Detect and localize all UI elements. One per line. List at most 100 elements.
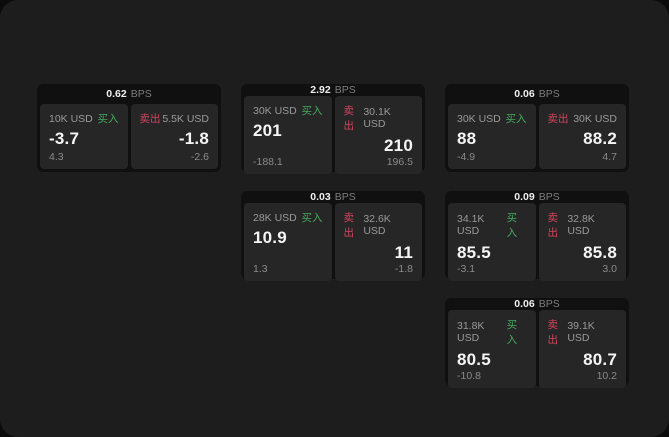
- sell-panel-top: 卖出 30K USD: [548, 111, 618, 126]
- bps-unit-label: BPS: [538, 88, 560, 100]
- buy-label[interactable]: 买入: [505, 113, 527, 125]
- sell-price: 11: [394, 243, 413, 262]
- sell-panel[interactable]: 卖出 5.5K USD -1.8 -2.6: [130, 104, 218, 169]
- buy-amount: 28K USD: [253, 211, 297, 224]
- buy-price: 201: [253, 121, 282, 140]
- spread-value: 0.06: [514, 298, 535, 310]
- sell-label[interactable]: 卖出: [343, 212, 355, 239]
- sell-price: 210: [384, 136, 413, 155]
- sell-sub-value: 196.5: [386, 156, 413, 168]
- buy-label[interactable]: 买入: [301, 105, 323, 117]
- buy-amount: 31.8K USD: [457, 320, 485, 344]
- bps-unit-label: BPS: [538, 298, 560, 310]
- sell-amount: 30.1K USD: [363, 106, 391, 130]
- bps-unit-label: BPS: [130, 88, 152, 100]
- buy-amount: 34.1K USD: [457, 213, 485, 237]
- sell-label[interactable]: 卖出: [547, 319, 559, 346]
- spread-value: 0.62: [106, 88, 127, 100]
- sell-amount: 39.1K USD: [567, 320, 595, 344]
- sell-panel-top: 卖出 32.6K USD: [344, 210, 414, 240]
- spread-header: 0.03 BPS: [241, 191, 425, 203]
- buy-label[interactable]: 买入: [97, 113, 119, 125]
- sell-price: 85.8: [583, 243, 617, 262]
- spread-header: 0.62 BPS: [37, 84, 221, 104]
- buy-panel[interactable]: 28K USD 买入 10.9 1.3: [244, 203, 332, 281]
- sell-panel[interactable]: 卖出 39.1K USD 80.7 10.2: [538, 310, 626, 388]
- buy-price: 88: [457, 129, 477, 148]
- buy-price: -3.7: [49, 129, 80, 148]
- buy-panel-top: 30K USD 买入: [253, 103, 323, 118]
- buy-sub-value: -10.8: [457, 370, 481, 382]
- spread-header: 0.06 BPS: [445, 84, 629, 104]
- buy-label[interactable]: 买入: [301, 212, 323, 224]
- buy-panel-top: 30K USD 买入: [457, 111, 527, 126]
- sell-amount: 32.8K USD: [567, 213, 595, 237]
- spread-header: 2.92 BPS: [241, 84, 425, 96]
- sell-sub-value: -2.6: [190, 151, 209, 163]
- buy-panel-top: 28K USD 买入: [253, 210, 323, 225]
- buy-sub-value: -3.1: [457, 263, 476, 275]
- sell-amount: 5.5K USD: [162, 112, 209, 125]
- spread-header: 0.06 BPS: [445, 298, 629, 310]
- buy-sub-value: -4.9: [457, 151, 476, 163]
- sell-panel-top: 卖出 32.8K USD: [548, 210, 618, 240]
- sell-price: -1.8: [178, 129, 209, 148]
- sell-panel-top: 卖出 39.1K USD: [548, 317, 618, 347]
- buy-panel-top: 10K USD 买入: [49, 111, 119, 126]
- sell-label[interactable]: 卖出: [547, 113, 569, 125]
- buy-amount: 30K USD: [253, 104, 297, 117]
- buy-panel[interactable]: 34.1K USD 买入 85.5 -3.1: [448, 203, 536, 281]
- sell-sub-value: 4.7: [602, 151, 617, 163]
- sell-panel-top: 卖出 5.5K USD: [140, 111, 210, 126]
- sell-amount: 30K USD: [573, 112, 617, 125]
- bps-unit-label: BPS: [334, 84, 356, 96]
- buy-amount: 30K USD: [457, 112, 501, 125]
- sell-price: 88.2: [583, 129, 617, 148]
- quote-card: 0.62 BPS 10K USD 买入 -3.7 4.3 卖出 5.5K USD…: [37, 84, 221, 172]
- sell-label[interactable]: 卖出: [343, 105, 355, 132]
- buy-panel[interactable]: 31.8K USD 买入 80.5 -10.8: [448, 310, 536, 388]
- sell-sub-value: 10.2: [596, 370, 617, 382]
- buy-panel[interactable]: 30K USD 买入 201 -188.1: [244, 96, 332, 174]
- buy-label[interactable]: 买入: [506, 212, 518, 239]
- quotes-grid: 0.62 BPS 10K USD 买入 -3.7 4.3 卖出 5.5K USD…: [37, 84, 669, 388]
- quote-card-body: 10K USD 买入 -3.7 4.3 卖出 5.5K USD -1.8 -2.…: [37, 104, 221, 172]
- buy-panel[interactable]: 10K USD 买入 -3.7 4.3: [40, 104, 128, 169]
- spread-value: 2.92: [310, 84, 331, 96]
- quote-card: 0.09 BPS 34.1K USD 买入 85.5 -3.1 卖出 32.8K…: [445, 191, 629, 281]
- sell-panel[interactable]: 卖出 32.8K USD 85.8 3.0: [538, 203, 626, 281]
- buy-sub-value: -188.1: [253, 156, 283, 168]
- buy-price: 85.5: [457, 243, 491, 262]
- spread-header: 0.09 BPS: [445, 191, 629, 203]
- buy-panel[interactable]: 30K USD 买入 88 -4.9: [448, 104, 536, 169]
- buy-sub-value: 4.3: [49, 151, 64, 163]
- buy-price: 80.5: [457, 350, 491, 369]
- buy-price: 10.9: [253, 228, 287, 247]
- buy-label[interactable]: 买入: [506, 319, 518, 346]
- spread-value: 0.03: [310, 191, 331, 203]
- sell-panel[interactable]: 卖出 30.1K USD 210 196.5: [334, 96, 422, 174]
- spread-value: 0.09: [514, 191, 535, 203]
- quote-card-body: 31.8K USD 买入 80.5 -10.8 卖出 39.1K USD 80.…: [445, 310, 629, 391]
- sell-panel[interactable]: 卖出 30K USD 88.2 4.7: [538, 104, 626, 169]
- sell-label[interactable]: 卖出: [139, 113, 161, 125]
- buy-panel-top: 31.8K USD 买入: [457, 317, 527, 347]
- sell-panel[interactable]: 卖出 32.6K USD 11 -1.8: [334, 203, 422, 281]
- sell-amount: 32.6K USD: [363, 213, 391, 237]
- bps-unit-label: BPS: [334, 191, 356, 203]
- bps-unit-label: BPS: [538, 191, 560, 203]
- sell-price: 80.7: [583, 350, 617, 369]
- quote-card-body: 30K USD 买入 201 -188.1 卖出 30.1K USD 210 1…: [241, 96, 425, 177]
- quote-card: 0.06 BPS 31.8K USD 买入 80.5 -10.8 卖出 39.1…: [445, 298, 629, 388]
- sell-sub-value: -1.8: [394, 263, 413, 275]
- sell-sub-value: 3.0: [602, 263, 617, 275]
- sell-panel-top: 卖出 30.1K USD: [344, 103, 414, 133]
- spread-value: 0.06: [514, 88, 535, 100]
- quote-card-body: 28K USD 买入 10.9 1.3 卖出 32.6K USD 11 -1.8: [241, 203, 425, 284]
- quote-card-body: 34.1K USD 买入 85.5 -3.1 卖出 32.8K USD 85.8…: [445, 203, 629, 284]
- sell-label[interactable]: 卖出: [547, 212, 559, 239]
- buy-sub-value: 1.3: [253, 263, 268, 275]
- buy-amount: 10K USD: [49, 112, 93, 125]
- quote-card: 0.03 BPS 28K USD 买入 10.9 1.3 卖出 32.6K US…: [241, 191, 425, 281]
